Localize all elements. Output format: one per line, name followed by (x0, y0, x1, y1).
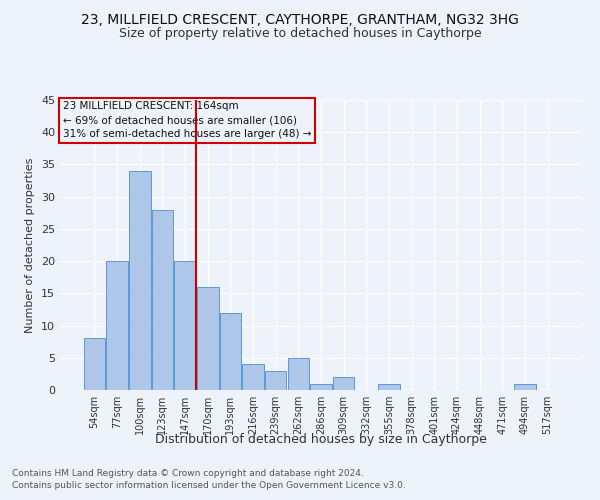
Bar (152, 210, 173, 390)
Bar (175, 261, 196, 390)
Text: Distribution of detached houses by size in Caythorpe: Distribution of detached houses by size … (155, 432, 487, 446)
Bar (129, 171, 151, 390)
Text: Contains public sector information licensed under the Open Government Licence v3: Contains public sector information licen… (12, 481, 406, 490)
Bar (378, 384, 400, 390)
Bar (514, 384, 536, 390)
Bar (265, 370, 286, 390)
Bar (197, 287, 218, 390)
Bar (310, 384, 332, 390)
Bar (333, 377, 355, 390)
Bar (242, 364, 264, 390)
Text: 23, MILLFIELD CRESCENT, CAYTHORPE, GRANTHAM, NG32 3HG: 23, MILLFIELD CRESCENT, CAYTHORPE, GRANT… (81, 12, 519, 26)
Text: Size of property relative to detached houses in Caythorpe: Size of property relative to detached ho… (119, 28, 481, 40)
Text: Contains HM Land Registry data © Crown copyright and database right 2024.: Contains HM Land Registry data © Crown c… (12, 468, 364, 477)
Bar (106, 261, 128, 390)
Text: 23 MILLFIELD CRESCENT: 164sqm
← 69% of detached houses are smaller (106)
31% of : 23 MILLFIELD CRESCENT: 164sqm ← 69% of d… (62, 102, 311, 140)
Bar (287, 358, 309, 390)
Y-axis label: Number of detached properties: Number of detached properties (25, 158, 35, 332)
Bar (84, 338, 105, 390)
Bar (220, 312, 241, 390)
